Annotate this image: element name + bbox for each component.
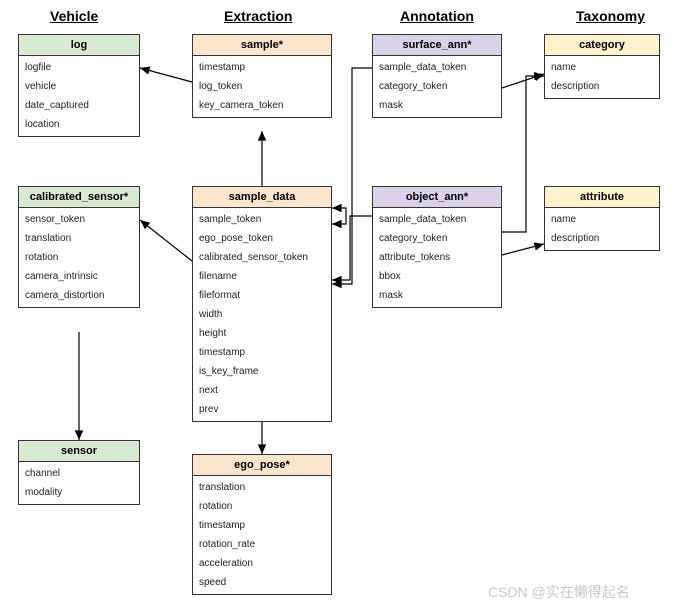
entity-field: timestamp: [193, 343, 331, 362]
entity-field: rotation: [19, 248, 139, 267]
entity-fields-object_ann: sample_data_tokencategory_tokenattribute…: [373, 208, 501, 307]
entity-field: filename: [193, 267, 331, 286]
entity-fields-calibrated_sensor: sensor_tokentranslationrotationcamera_in…: [19, 208, 139, 307]
entity-fields-sensor: channelmodality: [19, 462, 139, 504]
entity-fields-attribute: namedescription: [545, 208, 659, 250]
entity-field: next: [193, 381, 331, 400]
entity-category: categorynamedescription: [544, 34, 660, 99]
entity-sample_data: sample_datasample_tokenego_pose_tokencal…: [192, 186, 332, 422]
entity-field: attribute_tokens: [373, 248, 501, 267]
edge-line: [502, 244, 544, 255]
entity-field: translation: [19, 229, 139, 248]
entity-field: rotation_rate: [193, 535, 331, 554]
entity-field: location: [19, 115, 139, 134]
entity-field: sample_data_token: [373, 210, 501, 229]
column-header-annotation: Annotation: [400, 8, 474, 24]
entity-field: height: [193, 324, 331, 343]
entity-title-surface_ann: surface_ann*: [373, 35, 501, 56]
entity-field: fileformat: [193, 286, 331, 305]
edge-line: [502, 76, 544, 232]
column-header-vehicle: Vehicle: [50, 8, 98, 24]
entity-field: logfile: [19, 58, 139, 77]
edge-line: [502, 74, 544, 88]
column-header-extraction: Extraction: [224, 8, 292, 24]
entity-field: mask: [373, 286, 501, 305]
entity-field: channel: [19, 464, 139, 483]
entity-title-ego_pose: ego_pose*: [193, 455, 331, 476]
edge-line: [332, 68, 372, 284]
entity-fields-sample_data: sample_tokenego_pose_tokencalibrated_sen…: [193, 208, 331, 421]
entity-fields-ego_pose: translationrotationtimestamprotation_rat…: [193, 476, 331, 594]
entity-field: prev: [193, 400, 331, 419]
entity-calibrated_sensor: calibrated_sensor*sensor_tokentranslatio…: [18, 186, 140, 308]
entity-title-sample: sample*: [193, 35, 331, 56]
entity-field: translation: [193, 478, 331, 497]
entity-field: key_camera_token: [193, 96, 331, 115]
entity-field: mask: [373, 96, 501, 115]
entity-sensor: sensorchannelmodality: [18, 440, 140, 505]
entity-title-category: category: [545, 35, 659, 56]
entity-field: rotation: [193, 497, 331, 516]
entity-field: calibrated_sensor_token: [193, 248, 331, 267]
entity-field: modality: [19, 483, 139, 502]
entity-field: log_token: [193, 77, 331, 96]
watermark-text: CSDN @实在懒得起名: [488, 582, 630, 602]
entity-field: camera_distortion: [19, 286, 139, 305]
column-header-taxonomy: Taxonomy: [576, 8, 645, 24]
entity-title-calibrated_sensor: calibrated_sensor*: [19, 187, 139, 208]
entity-title-sensor: sensor: [19, 441, 139, 462]
entity-field: bbox: [373, 267, 501, 286]
entity-object_ann: object_ann*sample_data_tokencategory_tok…: [372, 186, 502, 308]
entity-field: width: [193, 305, 331, 324]
entity-title-attribute: attribute: [545, 187, 659, 208]
entity-field: acceleration: [193, 554, 331, 573]
entity-log: loglogfilevehicledate_capturedlocation: [18, 34, 140, 137]
entity-field: timestamp: [193, 516, 331, 535]
entity-field: category_token: [373, 229, 501, 248]
edge-line: [140, 220, 192, 261]
entity-field: ego_pose_token: [193, 229, 331, 248]
entity-field: name: [545, 58, 659, 77]
entity-fields-category: namedescription: [545, 56, 659, 98]
entity-field: category_token: [373, 77, 501, 96]
entity-field: name: [545, 210, 659, 229]
entity-field: speed: [193, 573, 331, 592]
entity-fields-log: logfilevehicledate_capturedlocation: [19, 56, 139, 136]
entity-field: vehicle: [19, 77, 139, 96]
edge-line: [140, 68, 192, 82]
entity-field: sample_token: [193, 210, 331, 229]
entity-surface_ann: surface_ann*sample_data_tokencategory_to…: [372, 34, 502, 118]
entity-ego_pose: ego_pose*translationrotationtimestamprot…: [192, 454, 332, 595]
entity-field: sample_data_token: [373, 58, 501, 77]
entity-title-sample_data: sample_data: [193, 187, 331, 208]
entity-field: description: [545, 77, 659, 96]
entity-field: date_captured: [19, 96, 139, 115]
edge-line: [332, 208, 346, 224]
entity-field: timestamp: [193, 58, 331, 77]
entity-title-object_ann: object_ann*: [373, 187, 501, 208]
entity-field: description: [545, 229, 659, 248]
entity-attribute: attributenamedescription: [544, 186, 660, 251]
entity-fields-surface_ann: sample_data_tokencategory_tokenmask: [373, 56, 501, 117]
entity-field: sensor_token: [19, 210, 139, 229]
edge-line: [332, 216, 372, 280]
entity-fields-sample: timestamplog_tokenkey_camera_token: [193, 56, 331, 117]
entity-field: is_key_frame: [193, 362, 331, 381]
entity-title-log: log: [19, 35, 139, 56]
entity-sample: sample*timestamplog_tokenkey_camera_toke…: [192, 34, 332, 118]
entity-field: camera_intrinsic: [19, 267, 139, 286]
